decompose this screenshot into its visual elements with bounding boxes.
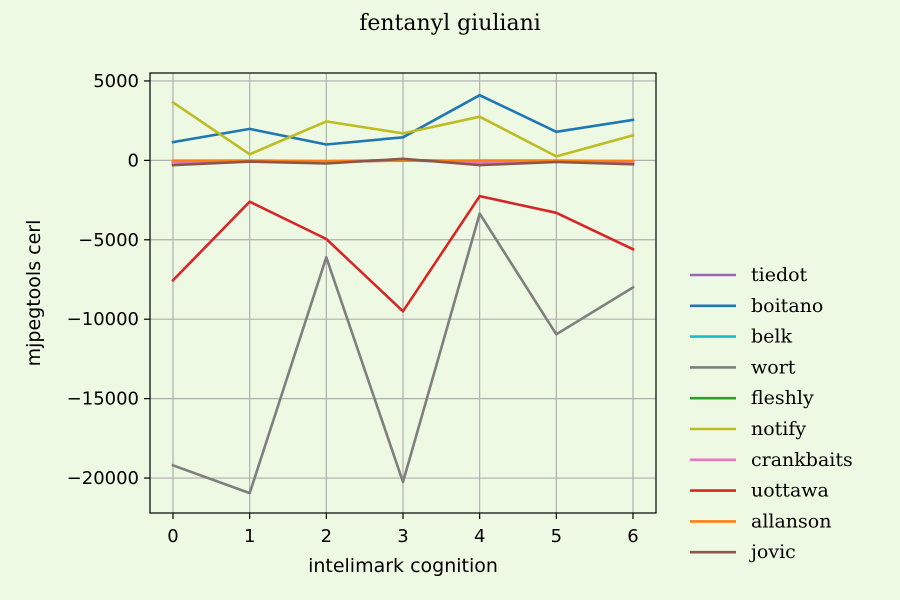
x-tick-label: 6 — [627, 526, 638, 547]
series-line-jovic — [171, 157, 635, 167]
y-tick-label: 0 — [128, 150, 139, 171]
legend-label: notify — [751, 418, 806, 440]
legend-label: allanson — [751, 510, 831, 532]
x-tick-label: 2 — [321, 526, 332, 547]
y-axis-label: mjpegtools cerl — [23, 220, 45, 367]
x-tick-label: 1 — [244, 526, 255, 547]
x-tick-label: 3 — [397, 526, 408, 547]
series-line-boitano — [171, 93, 635, 146]
legend: tiedot boitano belk wort fleshly notify crankb… — [690, 264, 853, 563]
x-tick-label: 0 — [167, 526, 178, 547]
x-tick-label: 4 — [474, 526, 485, 547]
x-axis-label: intelimark cognition — [308, 555, 498, 577]
legend-label: jovic — [749, 541, 796, 563]
y-tick-label: −10000 — [67, 309, 139, 330]
legend-label: tiedot — [751, 264, 808, 286]
axis-ticks: 0 1 2 3 4 5 6 5000 0 −5000 −10000 −15000 −20000 — [67, 71, 639, 547]
legend-label: wort — [751, 356, 796, 378]
y-tick-label: −5000 — [78, 230, 139, 251]
y-tick-label: −15000 — [67, 389, 139, 410]
legend-label: belk — [751, 326, 792, 348]
legend-label: crankbaits — [751, 449, 853, 471]
series-line-uottawa — [171, 194, 635, 313]
series-line-wort — [171, 212, 635, 495]
legend-label: uottawa — [751, 480, 829, 502]
series-line-notify — [171, 100, 635, 158]
legend-label: boitano — [751, 295, 823, 317]
chart-title: fentanyl giuliani — [359, 11, 541, 36]
y-tick-label: 5000 — [93, 71, 139, 92]
y-tick-label: −20000 — [67, 468, 139, 489]
legend-label: fleshly — [751, 387, 814, 409]
series-lines — [171, 93, 635, 495]
x-tick-label: 5 — [551, 526, 562, 547]
